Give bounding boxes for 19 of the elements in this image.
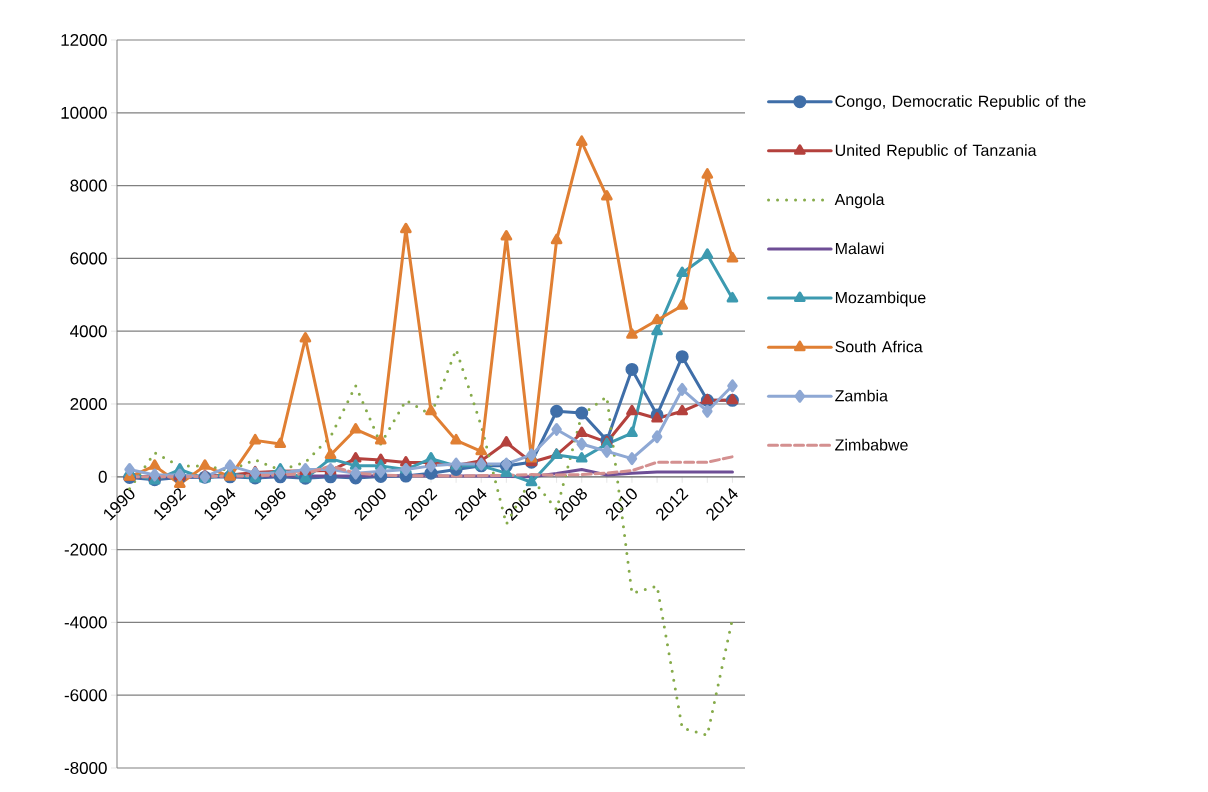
legend-label: United Republic of Tanzania [835, 144, 1037, 160]
legend-label: Angola [834, 193, 885, 209]
y-tick-label: 4000 [70, 325, 107, 338]
y-tick-label: 8000 [70, 179, 107, 192]
y-tick-label: 10000 [61, 106, 107, 119]
y-tick-label: -6000 [64, 689, 107, 702]
y-tick-label: 0 [98, 470, 107, 483]
y-tick-label: 2000 [70, 397, 107, 411]
legend-label: Congo, Democratic Republic of the [835, 95, 1086, 111]
legend-label: Mozambique [835, 291, 926, 307]
legend-label: Malawi [835, 242, 884, 255]
y-tick-label: -2000 [64, 543, 107, 556]
legend-label: South Africa [835, 340, 923, 353]
y-tick-label: -8000 [64, 761, 107, 775]
legend-label: Zambia [835, 389, 888, 402]
y-tick-label: 6000 [70, 252, 107, 265]
y-tick-label: -4000 [64, 616, 107, 629]
y-tick-label: 12000 [61, 33, 107, 47]
legend-label: Zimbabwe [835, 438, 908, 451]
